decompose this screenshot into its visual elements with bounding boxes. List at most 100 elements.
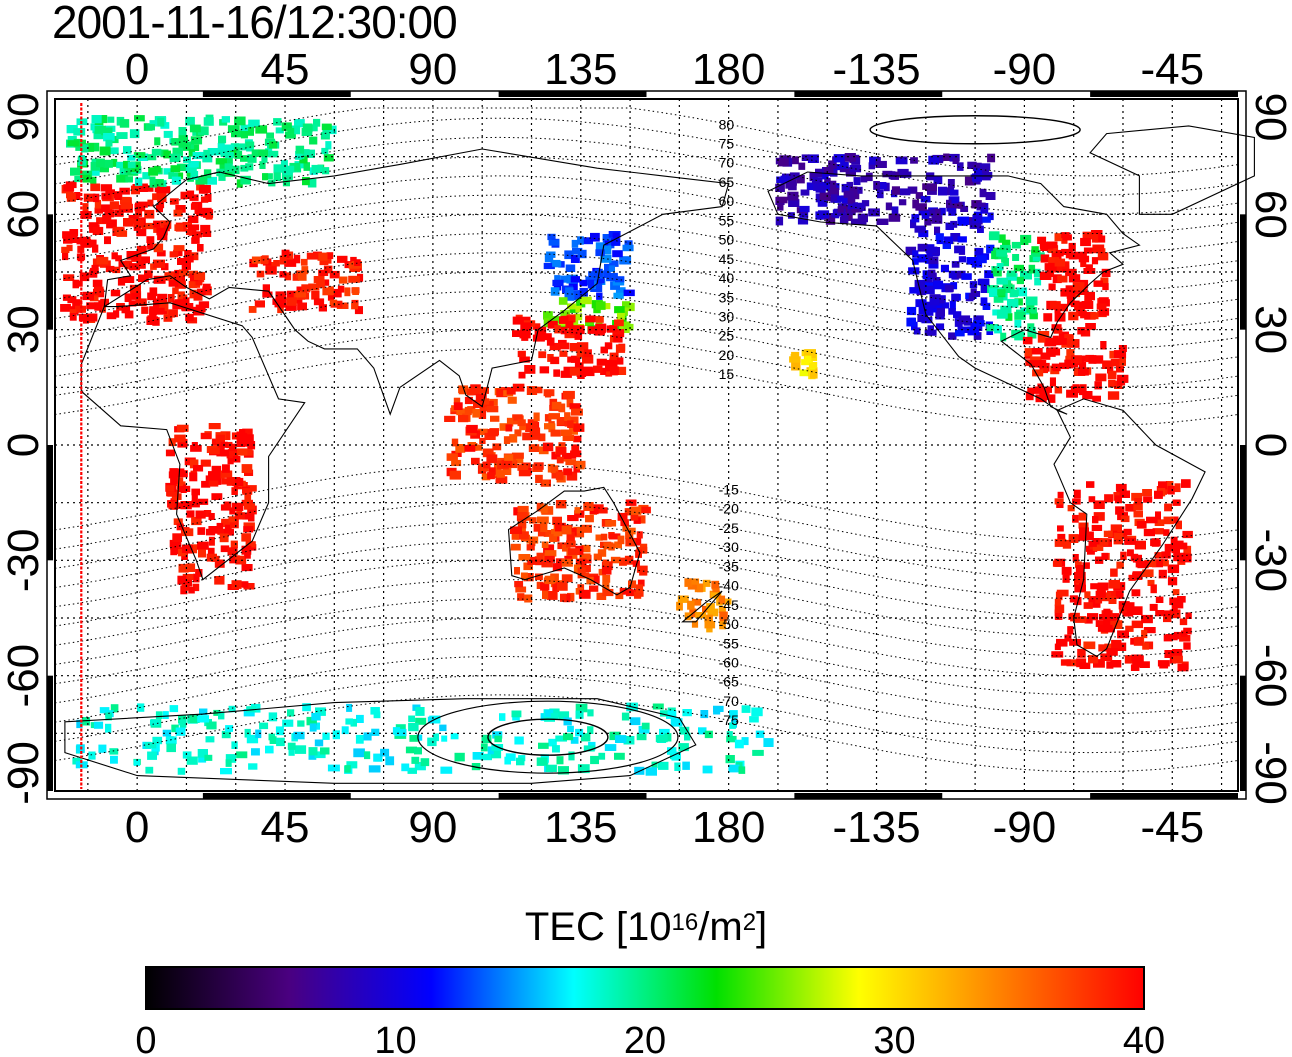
tec-cell: [199, 708, 208, 716]
tec-cell: [931, 215, 943, 224]
tec-cell: [220, 545, 230, 553]
tec-cell: [612, 329, 625, 338]
tec-cell: [471, 763, 481, 771]
y-tick-label-left: 90: [0, 93, 48, 142]
tec-cell: [385, 756, 395, 766]
tec-cell: [1025, 296, 1038, 306]
tec-cell: [450, 733, 459, 740]
tec-cell: [96, 256, 109, 265]
tec-cell: [1082, 562, 1090, 569]
tec-cell: [1108, 579, 1120, 589]
tec-cell: [174, 280, 186, 289]
tec-cell: [163, 315, 173, 322]
tec-cell: [523, 562, 533, 571]
tec-cell: [1154, 490, 1163, 499]
tec-cell: [276, 737, 285, 747]
tec-cell: [1074, 251, 1087, 260]
tec-cell: [510, 543, 521, 551]
tec-cell: [698, 727, 707, 735]
tec-cell: [623, 289, 635, 297]
tec-cell: [563, 717, 572, 726]
tec-cell: [596, 507, 608, 514]
tec-cell: [1110, 660, 1122, 668]
tec-cell: [895, 157, 908, 165]
tec-cell: [951, 196, 959, 204]
tec-cell: [481, 473, 491, 481]
tec-cell: [69, 309, 77, 317]
tec-cell: [749, 716, 759, 723]
tec-cell: [1116, 561, 1124, 569]
tec-cell: [608, 265, 615, 272]
tec-cell: [797, 218, 809, 225]
tec-cell: [99, 707, 110, 714]
tec-cell: [420, 758, 430, 767]
tec-cell: [1037, 331, 1050, 338]
tec-cell: [1118, 490, 1130, 498]
tec-cell: [225, 524, 232, 534]
tec-cell: [1080, 258, 1087, 268]
tec-cell: [90, 183, 101, 192]
tec-cell: [141, 222, 154, 230]
tec-cell: [75, 305, 86, 313]
tec-cell: [1101, 552, 1109, 560]
tec-cell: [987, 212, 994, 221]
tec-cell: [624, 555, 634, 565]
tec-cell: [615, 592, 624, 600]
tec-cell: [527, 419, 538, 428]
tec-cell: [1030, 307, 1037, 314]
tec-cell: [972, 162, 982, 172]
tec-cell: [150, 719, 160, 726]
magnetic-latitude-lines: 8075706560555045403530252015-15-20-25-30…: [54, 107, 1239, 774]
y-tick-label-right: 0: [1246, 433, 1292, 457]
tec-cell: [216, 448, 225, 457]
tec-cell: [1181, 630, 1188, 637]
tec-cell: [586, 577, 595, 585]
tec-cell: [574, 510, 585, 518]
tec-cell: [970, 288, 977, 297]
tec-cell: [641, 722, 650, 730]
tec-cell: [1024, 348, 1033, 357]
tec-cell: [268, 712, 278, 722]
tec-cell: [583, 502, 594, 511]
tec-cell: [168, 309, 178, 318]
tec-cell: [573, 435, 582, 443]
tec-cell: [1095, 596, 1103, 604]
tec-cell: [843, 190, 854, 198]
tec-cell: [474, 444, 483, 451]
tec-cell: [1111, 639, 1122, 649]
coastline: [103, 148, 730, 416]
tec-cell: [105, 265, 115, 273]
tec-cell: [1185, 612, 1192, 619]
tec-cell: [1125, 625, 1134, 632]
tec-cell: [218, 711, 225, 720]
tec-cell: [1062, 261, 1070, 270]
tec-cell: [316, 279, 325, 288]
tec-cell: [119, 119, 130, 128]
tec-cell: [957, 216, 970, 225]
y-tick-label-left: -30: [0, 529, 48, 593]
tec-cell: [451, 438, 459, 447]
tec-cell: [517, 464, 529, 471]
tec-cell: [589, 505, 599, 515]
tec-cell: [1066, 339, 1079, 347]
tec-cell: [973, 315, 984, 324]
tec-cell: [1054, 604, 1065, 613]
tec-cell: [570, 328, 581, 335]
tec-cell: [555, 471, 564, 480]
tec-cell: [798, 162, 806, 170]
tec-cell: [506, 387, 516, 395]
x-tick-label-bottom: -135: [832, 803, 920, 852]
tec-cell: [278, 298, 287, 308]
tec-cell: [338, 276, 348, 284]
tec-cell: [174, 502, 182, 509]
tec-cell: [837, 206, 845, 213]
y-tick-label-left: -60: [0, 644, 48, 708]
tec-cell: [302, 123, 313, 133]
tec-cell: [1116, 365, 1124, 373]
tec-cell: [552, 516, 562, 525]
tec-cell: [124, 260, 133, 270]
tec-cell: [69, 313, 77, 321]
tec-cell: [284, 258, 297, 267]
tec-cell: [295, 290, 306, 298]
tec-cell: [455, 444, 466, 453]
